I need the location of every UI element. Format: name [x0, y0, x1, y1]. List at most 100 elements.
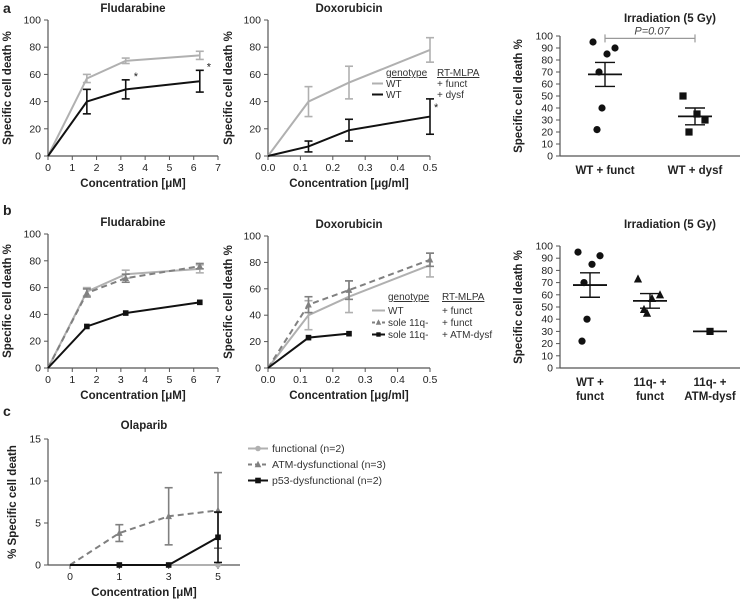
- x-tick-label: 0.2: [325, 162, 340, 174]
- y-tick-label: 15: [29, 434, 41, 446]
- chart-title: Doxorubicin: [315, 3, 382, 15]
- y-axis-label: Specific cell death %: [513, 39, 525, 153]
- series-1: [47, 262, 204, 369]
- legend-label: WT: [386, 90, 402, 101]
- y-tick-label: 5: [35, 518, 41, 530]
- legend-label: functional (n=2): [272, 443, 345, 455]
- series-line: [69, 509, 219, 566]
- legend-header-rtmlpa: RT-MLPA: [442, 292, 485, 303]
- series-1: [267, 98, 434, 157]
- data-point: [642, 308, 652, 317]
- y-tick-label: 100: [23, 229, 41, 241]
- y-tick-label: 50: [541, 91, 553, 103]
- data-point: [593, 126, 601, 134]
- chart-title: Fludarabine: [100, 217, 165, 229]
- series-1: [47, 69, 204, 157]
- y-tick-label: 70: [541, 67, 553, 79]
- x-tick-label: 1: [69, 162, 75, 174]
- group-0: [573, 248, 607, 345]
- chart-title: Fludarabine: [100, 3, 165, 15]
- x-tick-label: 0.2: [325, 374, 340, 386]
- legend-rtmlpa: + ATM-dysf: [442, 330, 492, 341]
- x-tick-label: 3: [118, 162, 124, 174]
- group-2: [693, 327, 727, 335]
- x-tick-label: 3: [118, 374, 124, 386]
- data-point: [305, 334, 312, 341]
- y-tick-label: 80: [541, 265, 553, 277]
- data-point: [305, 300, 312, 308]
- x-tick-label: 0.3: [358, 374, 373, 386]
- data-point: [346, 330, 352, 337]
- data-point: [116, 562, 123, 568]
- y-tick-label: 20: [541, 338, 553, 350]
- legend: genotype RT-MLPA WT + funct sole 11q- + funct…: [372, 292, 492, 341]
- y-tick-label: 20: [249, 123, 261, 135]
- panel-label-b: b: [3, 202, 12, 218]
- data-point: [603, 50, 611, 58]
- x-tick-label: 5: [215, 571, 221, 583]
- legend-rtmlpa: + funct: [442, 318, 473, 329]
- y-tick-label: 20: [29, 123, 41, 135]
- chart-c1: 0 5 10 15 0 1 3 5 Olaparib Concentration [μM] % Sp…: [7, 420, 386, 599]
- data-point: [588, 260, 596, 268]
- significance-mark: *: [207, 61, 212, 73]
- y-tick-label: 40: [541, 103, 553, 115]
- legend-label: sole 11q-: [388, 318, 428, 329]
- legend-header-rtmlpa: RT-MLPA: [437, 68, 480, 79]
- y-tick-label: 0: [255, 151, 261, 163]
- y-tick-label: 40: [249, 96, 261, 108]
- category-label: WT +: [576, 377, 604, 389]
- y-tick-label: 80: [249, 257, 261, 269]
- category-label: funct: [576, 391, 604, 403]
- chart-b1: 0 20 40 60 80 100 0 1 2 3 4 5 6 7 Fludarabine Concentra…: [2, 217, 221, 402]
- y-axis-label: Specific cell death %: [2, 31, 14, 145]
- series-line: [70, 536, 219, 566]
- legend-rtmlpa: + funct: [437, 79, 468, 90]
- x-tick-label: 0.0: [261, 162, 276, 174]
- y-tick-label: 100: [243, 231, 261, 243]
- series-line: [47, 265, 200, 369]
- y-axis-label: Specific cell death %: [2, 244, 14, 358]
- y-tick-label: 20: [29, 336, 41, 348]
- data-point: [598, 104, 606, 112]
- legend-marker: [254, 460, 262, 468]
- series-0: [47, 50, 204, 157]
- panel-label-c: c: [3, 403, 11, 419]
- x-tick-label: 1: [116, 571, 122, 583]
- x-axis-label: Concentration [μM]: [80, 178, 186, 190]
- y-tick-label: 0: [35, 560, 41, 572]
- legend-header-genotype: genotype: [388, 292, 430, 303]
- data-point: [215, 534, 221, 541]
- series-line: [47, 267, 200, 369]
- series-0: [267, 252, 434, 369]
- data-point: [583, 315, 591, 323]
- group-1: [678, 92, 712, 136]
- pvalue: P=0.07: [634, 25, 670, 37]
- category-label: WT + funct: [575, 165, 634, 177]
- data-point: [116, 529, 123, 536]
- series-0: [267, 36, 434, 157]
- data-point: [679, 92, 687, 100]
- series-line: [47, 54, 200, 157]
- significance-mark: *: [434, 102, 439, 114]
- legend-rtmlpa: + funct: [442, 306, 473, 317]
- legend: functional (n=2) ATM-dysfunctional (n=3) p…: [248, 443, 386, 487]
- legend: genotype RT-MLPA WT + funct WT + dysf: [372, 68, 480, 101]
- legend-label: WT: [386, 79, 402, 90]
- data-point: [122, 274, 130, 282]
- data-point: [122, 310, 129, 316]
- y-tick-label: 60: [249, 69, 261, 81]
- series-2: [70, 511, 222, 568]
- x-tick-label: 0: [45, 374, 51, 386]
- data-point: [589, 38, 597, 46]
- y-tick-label: 60: [29, 69, 41, 81]
- y-tick-label: 100: [535, 241, 553, 253]
- y-tick-label: 60: [29, 282, 41, 294]
- y-tick-label: 80: [29, 42, 41, 54]
- y-tick-label: 70: [541, 277, 553, 289]
- y-tick-label: 20: [249, 336, 261, 348]
- x-tick-label: 5: [167, 162, 173, 174]
- y-axis-label: Specific cell death %: [223, 31, 235, 145]
